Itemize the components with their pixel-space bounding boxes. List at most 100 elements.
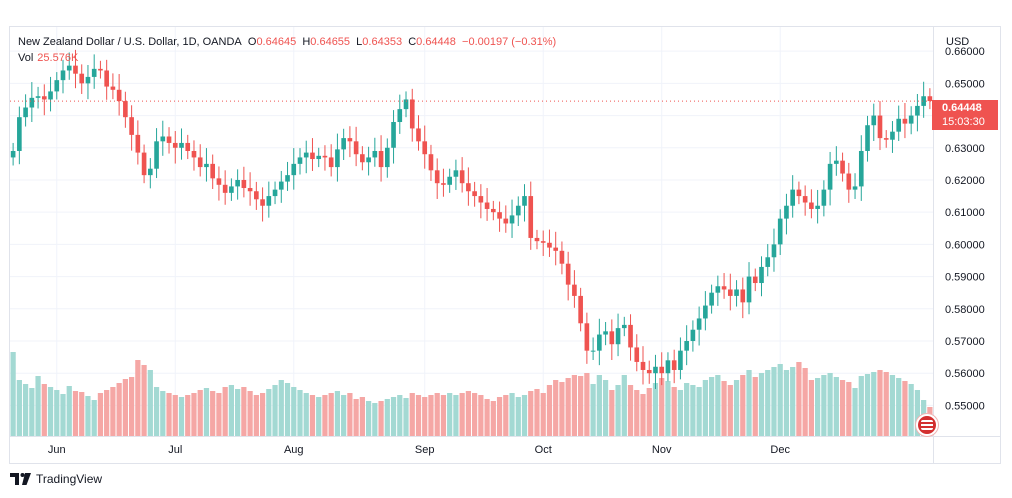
volume-bar — [590, 384, 596, 436]
candle-body — [846, 173, 852, 190]
candle-body — [35, 96, 41, 98]
candle-body — [840, 160, 845, 174]
candle-body — [559, 250, 565, 264]
volume-bar — [447, 393, 453, 436]
candle-body — [41, 96, 47, 100]
candle-body — [428, 154, 434, 171]
candle-body — [310, 152, 315, 160]
volume-bar — [347, 393, 353, 436]
volume-bar — [259, 393, 266, 436]
countdown-timer: 15:03:30 — [942, 116, 985, 128]
volume-bar — [54, 390, 60, 436]
volume-bar — [328, 393, 334, 436]
volume-bar — [565, 378, 571, 436]
volume-bar — [852, 388, 858, 436]
candle-body — [491, 208, 496, 213]
candle-body — [422, 141, 428, 155]
volume-bar — [634, 390, 640, 436]
volume-bar — [627, 385, 634, 436]
volume-bar — [696, 387, 702, 436]
candle-body — [23, 107, 28, 118]
volume-bar — [160, 391, 166, 436]
candle-body — [366, 157, 371, 163]
volume-bar — [883, 372, 889, 436]
candle-body — [684, 340, 689, 351]
volume-bar — [266, 389, 272, 436]
candle-body — [522, 196, 527, 206]
volume-bar — [440, 395, 447, 436]
tradingview-logo[interactable]: TradingView — [10, 472, 102, 486]
candle-body — [547, 242, 552, 248]
y-tick-label: 0.57000 — [945, 336, 985, 348]
volume-bar — [765, 370, 771, 436]
candle-body — [141, 152, 147, 176]
candle-body — [821, 189, 827, 206]
candle-body — [678, 350, 683, 370]
volume-bar — [178, 397, 185, 436]
candle-body — [316, 155, 322, 160]
volume-bar — [484, 399, 490, 436]
candle-body — [416, 128, 421, 142]
volume-label: Vol — [18, 52, 34, 64]
candle-body — [384, 147, 390, 168]
candle-body — [328, 157, 334, 168]
candle-body — [590, 350, 596, 352]
volume-bar — [615, 385, 621, 436]
candle-body — [796, 189, 802, 197]
us-flag-icon[interactable] — [916, 414, 938, 436]
x-tick-label: Jul — [168, 444, 182, 456]
volume-bar — [297, 390, 303, 436]
volume-bar — [478, 395, 484, 436]
volume-bar — [746, 370, 752, 436]
candle-body — [765, 257, 771, 267]
candle-body — [135, 134, 141, 153]
volume-bar — [253, 395, 259, 436]
chart-frame — [9, 26, 1001, 464]
candle-body — [603, 331, 608, 335]
volume-bar — [365, 401, 372, 436]
volume-bar — [815, 378, 821, 436]
volume-bar — [659, 378, 665, 436]
volume-bar — [384, 399, 390, 436]
volume-bar — [534, 389, 540, 436]
volume-bar — [459, 393, 465, 436]
volume-bar — [322, 395, 328, 436]
volume-bar — [359, 397, 365, 436]
volume-bar — [16, 380, 22, 436]
volume-bar — [97, 393, 104, 436]
volume-bar — [646, 388, 652, 436]
candle-body — [809, 202, 814, 209]
candle-body — [73, 65, 78, 74]
volume-bar — [465, 391, 471, 436]
volume-bar — [228, 385, 235, 436]
candle-body — [746, 276, 752, 303]
candle-body — [671, 360, 677, 370]
volume-bar — [584, 373, 590, 436]
volume-bar — [341, 395, 347, 436]
volume-bar — [515, 397, 521, 436]
volume-bar — [272, 385, 278, 436]
volume-bar — [621, 375, 627, 436]
volume-bar — [914, 390, 921, 436]
volume-bar — [147, 370, 153, 436]
volume-bar — [777, 364, 783, 436]
volume-bar — [35, 376, 41, 436]
volume-bar — [210, 391, 216, 436]
volume-bar — [902, 381, 908, 436]
candle-body — [179, 142, 184, 148]
candle-body — [503, 218, 509, 224]
candle-body — [734, 289, 739, 296]
volume-bar — [241, 387, 247, 436]
volume-bar — [715, 375, 721, 436]
candle-body — [409, 99, 415, 129]
candle-body — [790, 189, 795, 206]
candle-body — [272, 189, 278, 197]
volume-bar — [546, 385, 553, 436]
volume-bar — [29, 388, 35, 436]
symbol-title: New Zealand Dollar / U.S. Dollar, 1D, OA… — [18, 36, 242, 48]
candle-body — [372, 150, 378, 158]
high-label: H — [302, 36, 311, 48]
close-label: C — [408, 36, 417, 48]
volume-bar — [284, 383, 291, 436]
